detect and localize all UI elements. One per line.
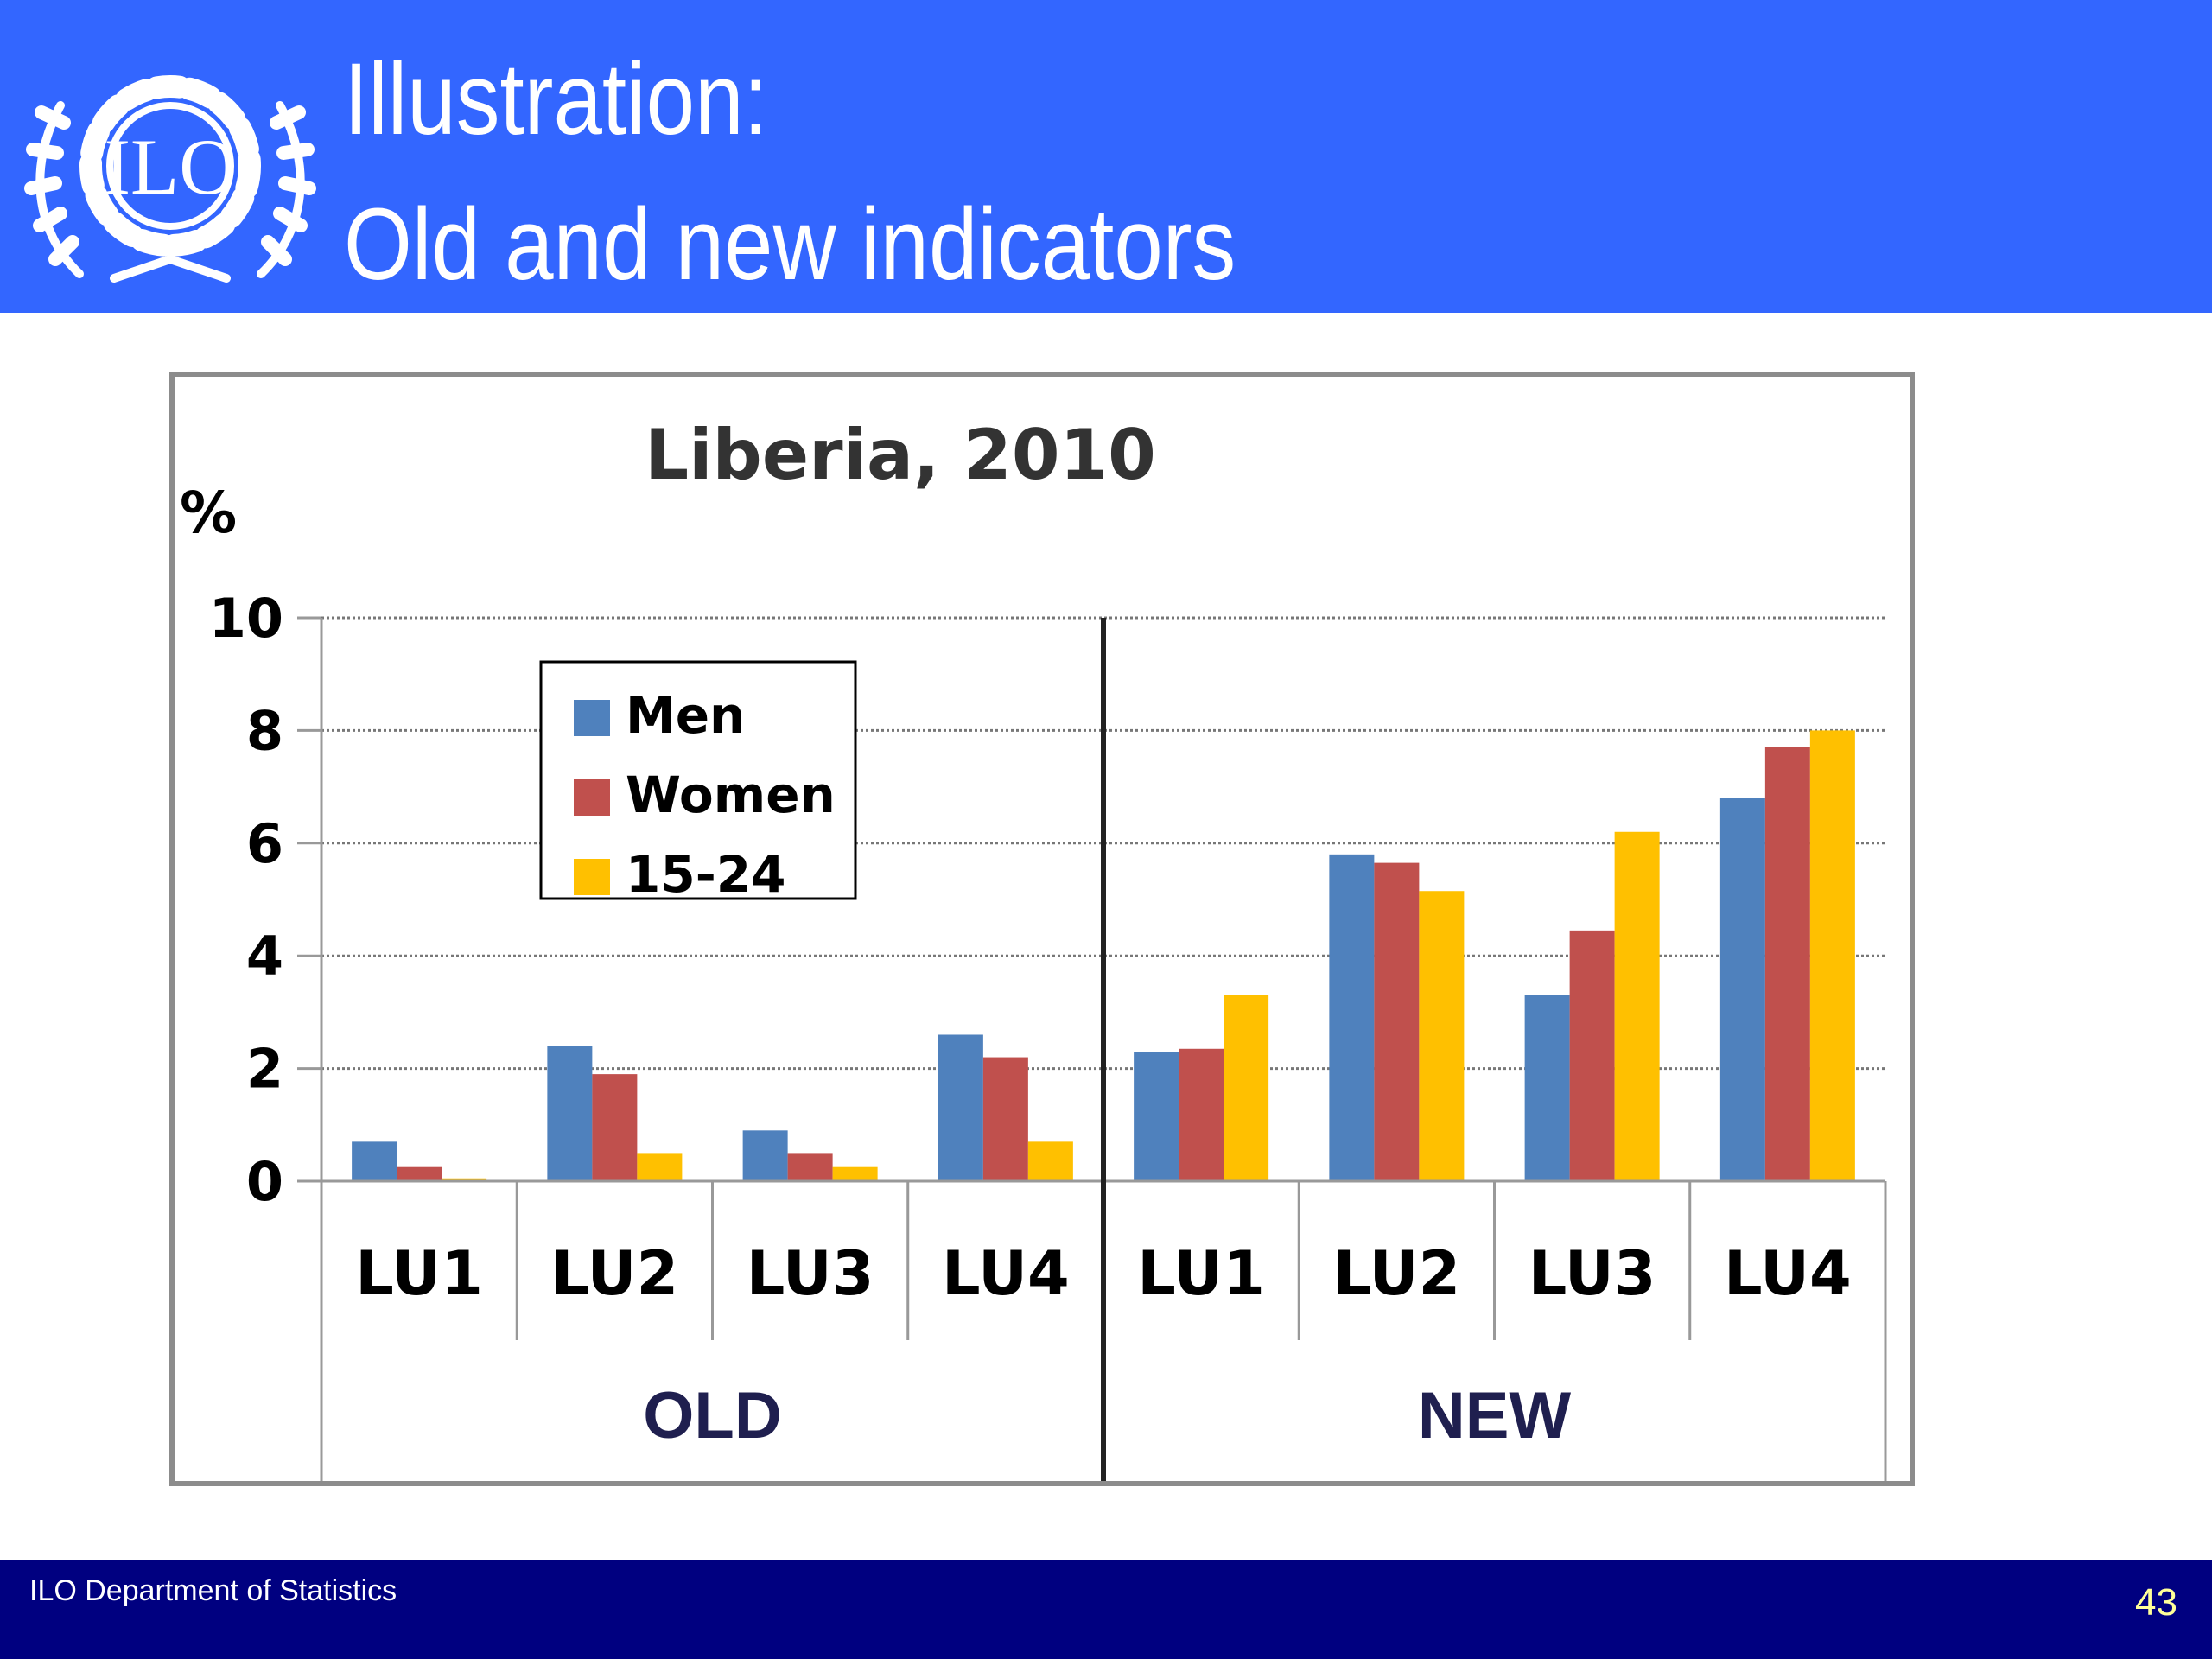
y-tick-label: 6 [246,812,283,875]
group-label-new: NEW [1418,1379,1572,1452]
bar-15-24-lu1 [1224,995,1269,1181]
bar-15-24-lu4 [1027,1141,1073,1181]
bar-women-lu1 [1179,1048,1224,1181]
legend-swatch-women [574,779,610,816]
legend-entry-label: 15-24 [626,845,786,904]
slide-footer: ILO Department of Statistics 43 [0,1560,2212,1659]
x-tick-label: LU2 [1333,1238,1461,1309]
bar-men-lu1 [1134,1052,1179,1181]
slide-title-line-2: Old and new indicators [344,188,1236,302]
bar-men-lu3 [1524,995,1570,1181]
slide-title-line-1: Illustration: [344,42,768,156]
x-tick-labels: LU1 LU2 LU3 LU4 LU1 LU2 LU3 LU4 OLD NEW [355,1238,1851,1452]
y-tick-labels: 0 2 4 6 8 10 [209,587,283,1213]
bar-men-lu4 [1719,798,1765,1181]
bar-15-24-lu2 [637,1153,683,1181]
bar-15-24-lu2 [1419,891,1465,1181]
bar-men-lu3 [742,1130,788,1181]
x-tick-label: LU4 [942,1238,1070,1309]
legend-entry-label: Men [626,686,745,745]
slide-number: 43 [2135,1581,2177,1624]
bar-women-lu2 [592,1074,638,1181]
bar-men-lu2 [547,1046,593,1181]
chart-frame: Liberia, 2010 % 0 2 4 6 8 10 LU1 LU2 LU3 LU4 LU1 L… [169,372,1915,1486]
slide-header: ILO Illustration: Old and new indicators [0,0,2212,313]
y-tick-label: 0 [246,1150,283,1213]
legend-swatch-15-24 [574,859,610,895]
legend-swatch-men [574,700,610,736]
bar-women-lu3 [787,1153,833,1181]
x-tick-label: LU1 [355,1238,483,1309]
bar-women-lu3 [1569,930,1615,1181]
bar-15-24-lu3 [832,1166,878,1181]
group-label-old: OLD [643,1379,781,1452]
bar-women-lu2 [1374,862,1420,1181]
y-tick-label: 4 [246,925,283,988]
ilo-logo-icon: ILO [24,75,316,283]
footer-text: ILO Department of Statistics [29,1574,397,1607]
bar-women-lu4 [982,1057,1028,1181]
bar-men-lu4 [938,1034,983,1181]
x-tick-label: LU4 [1724,1238,1852,1309]
legend: Men Women 15-24 [539,660,857,904]
y-tick-label: 8 [246,699,283,762]
y-tick-label: 2 [246,1038,283,1101]
chart-title: Liberia, 2010 [645,415,1156,495]
bar-men-lu1 [352,1141,397,1181]
y-tick-label: 10 [209,587,283,650]
x-tick-label: LU2 [551,1238,679,1309]
bar-15-24-lu1 [442,1178,487,1181]
bar-15-24-lu4 [1809,730,1855,1181]
bar-women-lu1 [397,1166,442,1181]
x-tick-label: LU1 [1137,1238,1265,1309]
bars [352,730,1855,1181]
bar-women-lu4 [1764,747,1810,1181]
bar-15-24-lu3 [1614,831,1660,1181]
x-tick-label: LU3 [747,1238,874,1309]
legend-entry-label: Women [626,766,836,824]
logo-text: ILO [104,123,236,211]
bar-men-lu2 [1329,854,1375,1181]
y-axis-label: % [180,480,237,546]
x-tick-label: LU3 [1529,1238,1656,1309]
axes [297,618,1887,1481]
